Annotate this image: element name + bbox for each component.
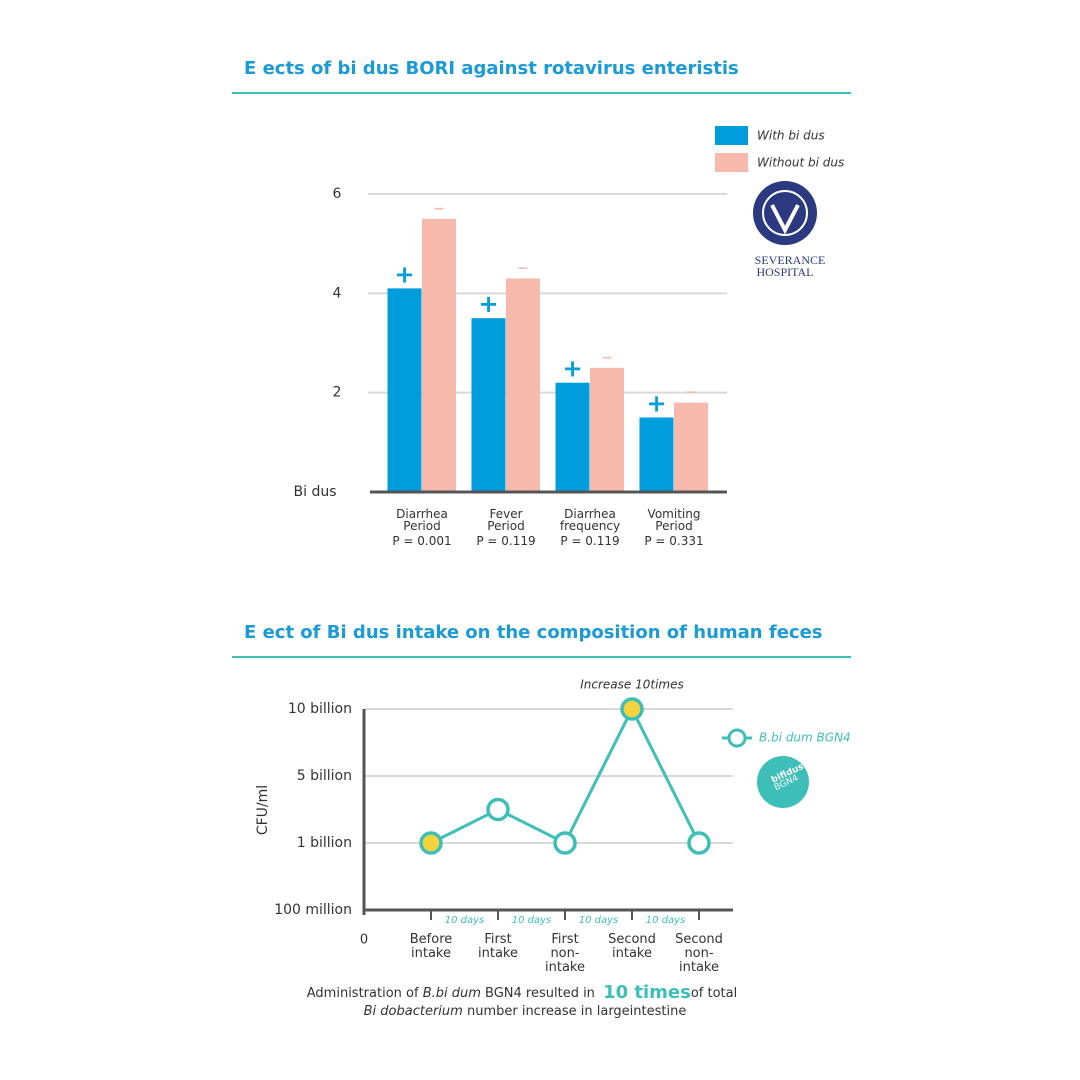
logo-text: HOSPITAL bbox=[756, 265, 813, 279]
bar bbox=[674, 402, 708, 492]
footnote: Administration of B.bi dum BGN4 resulted… bbox=[307, 982, 737, 1003]
y-tick-label: 100 million bbox=[274, 902, 352, 918]
chart-title: E ects of bi dus BORI against rotavirus … bbox=[244, 58, 739, 79]
significance-marker: + bbox=[394, 260, 414, 288]
chart-title: E ect of Bi dus intake on the compositio… bbox=[244, 622, 823, 643]
data-point bbox=[687, 831, 711, 855]
legend-label: B.bi dum BGN4 bbox=[759, 731, 851, 745]
legend-swatch bbox=[715, 126, 748, 145]
data-point bbox=[620, 697, 644, 721]
significance-marker: + bbox=[562, 355, 582, 383]
origin-label: 0 bbox=[360, 933, 368, 948]
p-value: P = 0.331 bbox=[644, 534, 704, 548]
x-tick-label: Second non-intake bbox=[675, 932, 723, 975]
y-tick-label: 10 billion bbox=[288, 701, 352, 717]
p-value: P = 0.001 bbox=[392, 534, 452, 548]
interval-label: 10 days bbox=[512, 915, 552, 926]
significance-marker: − bbox=[517, 260, 529, 276]
data-point bbox=[419, 831, 443, 855]
y-tick-label: 5 billion bbox=[297, 768, 352, 784]
data-point bbox=[486, 797, 510, 822]
x-tick-label: First intake bbox=[478, 932, 518, 961]
bar bbox=[506, 278, 540, 492]
significance-marker: + bbox=[478, 290, 498, 318]
x-tick-label: Diarrhea frequency bbox=[559, 507, 621, 533]
footnote-part: number increase in largeintestine bbox=[463, 1004, 687, 1019]
footnote-part: BGN4 resulted in bbox=[481, 986, 599, 1001]
bar bbox=[387, 288, 422, 492]
p-value: P = 0.119 bbox=[476, 534, 536, 548]
bar bbox=[555, 382, 590, 492]
logo-text: SEVERANCE bbox=[755, 253, 826, 267]
x-tick-label: First non-intake bbox=[545, 932, 585, 975]
bgn4-emblem bbox=[757, 756, 809, 808]
legend-swatch bbox=[715, 153, 748, 172]
y-tick-label: 2 bbox=[333, 385, 342, 401]
y-tick-label: 6 bbox=[333, 186, 342, 202]
data-point bbox=[553, 831, 577, 855]
significance-marker: − bbox=[433, 201, 445, 217]
legend-marker bbox=[727, 728, 747, 748]
interval-label: 10 days bbox=[579, 915, 619, 926]
hospital-emblem bbox=[770, 204, 800, 235]
annotation: Increase 10times bbox=[580, 678, 684, 692]
footnote-part: Bi dobacterium bbox=[364, 1004, 463, 1019]
x-tick-label: Before intake bbox=[409, 932, 453, 961]
bar bbox=[422, 218, 456, 493]
x-tick-label: Fever Period bbox=[487, 507, 525, 533]
y-axis-label: CFU/ml bbox=[255, 785, 271, 835]
bar bbox=[639, 417, 674, 492]
significance-marker: + bbox=[646, 390, 666, 418]
y-tick-label: 4 bbox=[333, 285, 342, 301]
y-axis-label: Bi dus bbox=[294, 484, 337, 500]
footnote-part: Administration of bbox=[307, 986, 423, 1001]
bar bbox=[471, 318, 506, 492]
p-value: P = 0.119 bbox=[560, 534, 620, 548]
legend-label: With bi dus bbox=[757, 129, 825, 143]
bar bbox=[590, 367, 624, 492]
interval-label: 10 days bbox=[646, 915, 686, 926]
x-tick-label: Vomiting Period bbox=[647, 507, 701, 533]
footnote: Bi dobacterium number increase in largei… bbox=[364, 1004, 687, 1019]
interval-label: 10 days bbox=[445, 915, 485, 926]
x-tick-label: Second intake bbox=[608, 932, 656, 961]
significance-marker: − bbox=[601, 350, 613, 366]
footnote-part: B.bi dum bbox=[423, 986, 481, 1001]
significance-marker: − bbox=[685, 385, 697, 401]
y-tick-label: 1 billion bbox=[297, 835, 352, 851]
footnote-part: of total bbox=[691, 986, 737, 1001]
legend-label: Without bi dus bbox=[757, 156, 844, 170]
x-tick-label: Diarrhea Period bbox=[396, 507, 448, 533]
footnote-part: 10 times bbox=[603, 982, 691, 1003]
hospital-emblem bbox=[762, 190, 808, 236]
